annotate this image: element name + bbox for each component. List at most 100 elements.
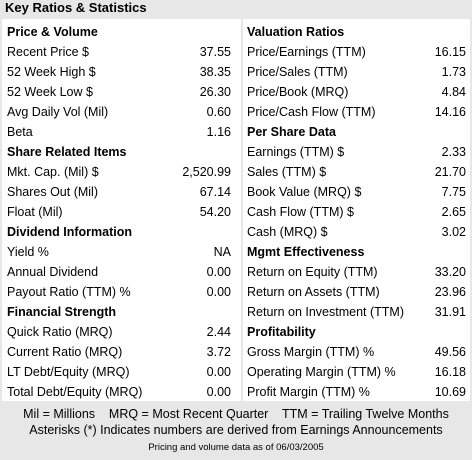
section-heading-dividend-information: Dividend Information xyxy=(7,225,132,239)
stat-row-shares-out-mil: Shares Out (Mil) 67.14 xyxy=(7,182,231,202)
stat-value: 0.60 xyxy=(206,105,231,119)
stat-row-52-week-high: 52 Week High $ 38.35 xyxy=(7,62,231,82)
stat-row-return-on-assets-ttm: Return on Assets (TTM) 23.96 xyxy=(247,282,466,302)
stat-value: 2.44 xyxy=(206,325,231,339)
stat-value: 10.69 xyxy=(434,385,466,399)
stat-label: LT Debt/Equity (MRQ) xyxy=(7,365,130,379)
stat-row-total-debt-equity-mrq: Total Debt/Equity (MRQ) 0.00 xyxy=(7,382,231,402)
stat-label: Recent Price $ xyxy=(7,45,89,59)
stat-value: 37.55 xyxy=(199,45,231,59)
stats-panel xyxy=(2,19,470,401)
stat-label: Quick Ratio (MRQ) xyxy=(7,325,113,339)
stat-value: 67.14 xyxy=(199,185,231,199)
stat-value: 54.20 xyxy=(199,205,231,219)
stat-label: Return on Investment (TTM) xyxy=(247,305,404,319)
stat-label: Shares Out (Mil) xyxy=(7,185,98,199)
section-heading-valuation-ratios: Valuation Ratios xyxy=(247,25,345,39)
stat-row-payout-ratio-ttm: Payout Ratio (TTM) % 0.00 xyxy=(7,282,231,302)
stat-label: Gross Margin (TTM) % xyxy=(247,345,375,359)
stat-label: 52 Week Low $ xyxy=(7,85,93,99)
stat-value: 3.72 xyxy=(206,345,231,359)
stat-row-return-on-investment-ttm: Return on Investment (TTM) 31.91 xyxy=(247,302,466,322)
stat-value: 33.20 xyxy=(434,265,466,279)
section-heading-price-volume: Price & Volume xyxy=(7,25,98,39)
stat-label: Book Value (MRQ) $ xyxy=(247,185,362,199)
stat-row-price-earnings-ttm: Price/Earnings (TTM) 16.15 xyxy=(247,42,466,62)
stat-row-price-sales-ttm: Price/Sales (TTM) 1.73 xyxy=(247,62,466,82)
stat-label: Current Ratio (MRQ) xyxy=(7,345,123,359)
column-divider xyxy=(241,19,243,401)
stat-label: Annual Dividend xyxy=(7,265,99,279)
stat-row-float-mil: Float (Mil) 54.20 xyxy=(7,202,231,222)
stat-value: 3.02 xyxy=(441,225,466,239)
stat-row-price-book-mrq: Price/Book (MRQ) 4.84 xyxy=(247,82,466,102)
widget-title: Key Ratios & Statistics xyxy=(5,0,147,15)
stat-label: 52 Week High $ xyxy=(7,65,96,79)
stat-value: 2.33 xyxy=(441,145,466,159)
stat-row-profit-margin-ttm: Profit Margin (TTM) % 10.69 xyxy=(247,382,466,402)
stat-row-operating-margin-ttm: Operating Margin (TTM) % 16.18 xyxy=(247,362,466,382)
right-column: Valuation Ratios Price/Earnings (TTM) 16.1… xyxy=(247,22,466,402)
stat-row-cash-flow-ttm: Cash Flow (TTM) $ 2.65 xyxy=(247,202,466,222)
stat-label: Yield % xyxy=(7,245,49,259)
stat-value: 0.00 xyxy=(206,385,231,399)
asterisk-note: Asterisks (*) Indicates numbers are deri… xyxy=(29,423,443,437)
stat-row-gross-margin-ttm: Gross Margin (TTM) % 49.56 xyxy=(247,342,466,362)
section-heading-profitability: Profitability xyxy=(247,325,316,339)
stat-row-sales-ttm: Sales (TTM) $ 21.70 xyxy=(247,162,466,182)
stat-label: Operating Margin (TTM) % xyxy=(247,365,396,379)
abbreviation-legend: Mil = Millions MRQ = Most Recent Quarter… xyxy=(23,407,449,421)
stat-value: 2.65 xyxy=(441,205,466,219)
stat-label: Float (Mil) xyxy=(7,205,63,219)
pricing-date-note: Pricing and volume data as of 06/03/2005 xyxy=(148,442,324,453)
section-heading-financial-strength: Financial Strength xyxy=(7,305,117,319)
stat-label: Price/Cash Flow (TTM) xyxy=(247,105,376,119)
stat-row-beta: Beta 1.16 xyxy=(7,122,231,142)
stat-label: Price/Sales (TTM) xyxy=(247,65,348,79)
stat-value: 16.18 xyxy=(434,365,466,379)
stat-label: Mkt. Cap. (Mil) $ xyxy=(7,165,99,179)
stat-value: 21.70 xyxy=(434,165,466,179)
stat-value: 38.35 xyxy=(199,65,231,79)
left-column: Price & Volume Recent Price $ 37.55 52 Week… xyxy=(7,22,231,402)
stat-row-annual-dividend: Annual Dividend 0.00 xyxy=(7,262,231,282)
stat-label: Cash Flow (TTM) $ xyxy=(247,205,354,219)
section-heading-per-share-data: Per Share Data xyxy=(247,125,336,139)
stat-label: Payout Ratio (TTM) % xyxy=(7,285,131,299)
stat-label: Return on Assets (TTM) xyxy=(247,285,380,299)
stat-row-current-ratio-mrq: Current Ratio (MRQ) 3.72 xyxy=(7,342,231,362)
stat-value: 31.91 xyxy=(434,305,466,319)
stat-row-cash-mrq: Cash (MRQ) $ 3.02 xyxy=(247,222,466,242)
stat-value: 0.00 xyxy=(206,365,231,379)
stat-label: Sales (TTM) $ xyxy=(247,165,327,179)
stat-row-avg-daily-vol-mil: Avg Daily Vol (Mil) 0.60 xyxy=(7,102,231,122)
stat-label: Cash (MRQ) $ xyxy=(247,225,328,239)
stat-label: Avg Daily Vol (Mil) xyxy=(7,105,109,119)
section-heading-mgmt-effectiveness: Mgmt Effectiveness xyxy=(247,245,365,259)
stat-label: Earnings (TTM) $ xyxy=(247,145,345,159)
stat-value: 26.30 xyxy=(199,85,231,99)
stat-value: 1.73 xyxy=(441,65,466,79)
stat-label: Price/Earnings (TTM) xyxy=(247,45,366,59)
stat-value: 14.16 xyxy=(434,105,466,119)
stat-value: 7.75 xyxy=(441,185,466,199)
stat-label: Total Debt/Equity (MRQ) xyxy=(7,385,143,399)
stat-value: 4.84 xyxy=(441,85,466,99)
stat-row-yield: Yield % NA xyxy=(7,242,231,262)
stat-label: Beta xyxy=(7,125,33,139)
stat-row-52-week-low: 52 Week Low $ 26.30 xyxy=(7,82,231,102)
stat-row-earnings-ttm: Earnings (TTM) $ 2.33 xyxy=(247,142,466,162)
stat-value: 16.15 xyxy=(434,45,466,59)
stat-label: Return on Equity (TTM) xyxy=(247,265,378,279)
stat-value: 2,520.99 xyxy=(182,165,231,179)
stat-value: 1.16 xyxy=(206,125,231,139)
stat-row-return-on-equity-ttm: Return on Equity (TTM) 33.20 xyxy=(247,262,466,282)
stat-row-mkt-cap-mil: Mkt. Cap. (Mil) $ 2,520.99 xyxy=(7,162,231,182)
stat-value: NA xyxy=(213,245,231,259)
stat-value: 23.96 xyxy=(434,285,466,299)
stat-value: 0.00 xyxy=(206,285,231,299)
stat-row-lt-debt-equity-mrq: LT Debt/Equity (MRQ) 0.00 xyxy=(7,362,231,382)
stat-label: Profit Margin (TTM) % xyxy=(247,385,370,399)
stat-row-quick-ratio-mrq: Quick Ratio (MRQ) 2.44 xyxy=(7,322,231,342)
